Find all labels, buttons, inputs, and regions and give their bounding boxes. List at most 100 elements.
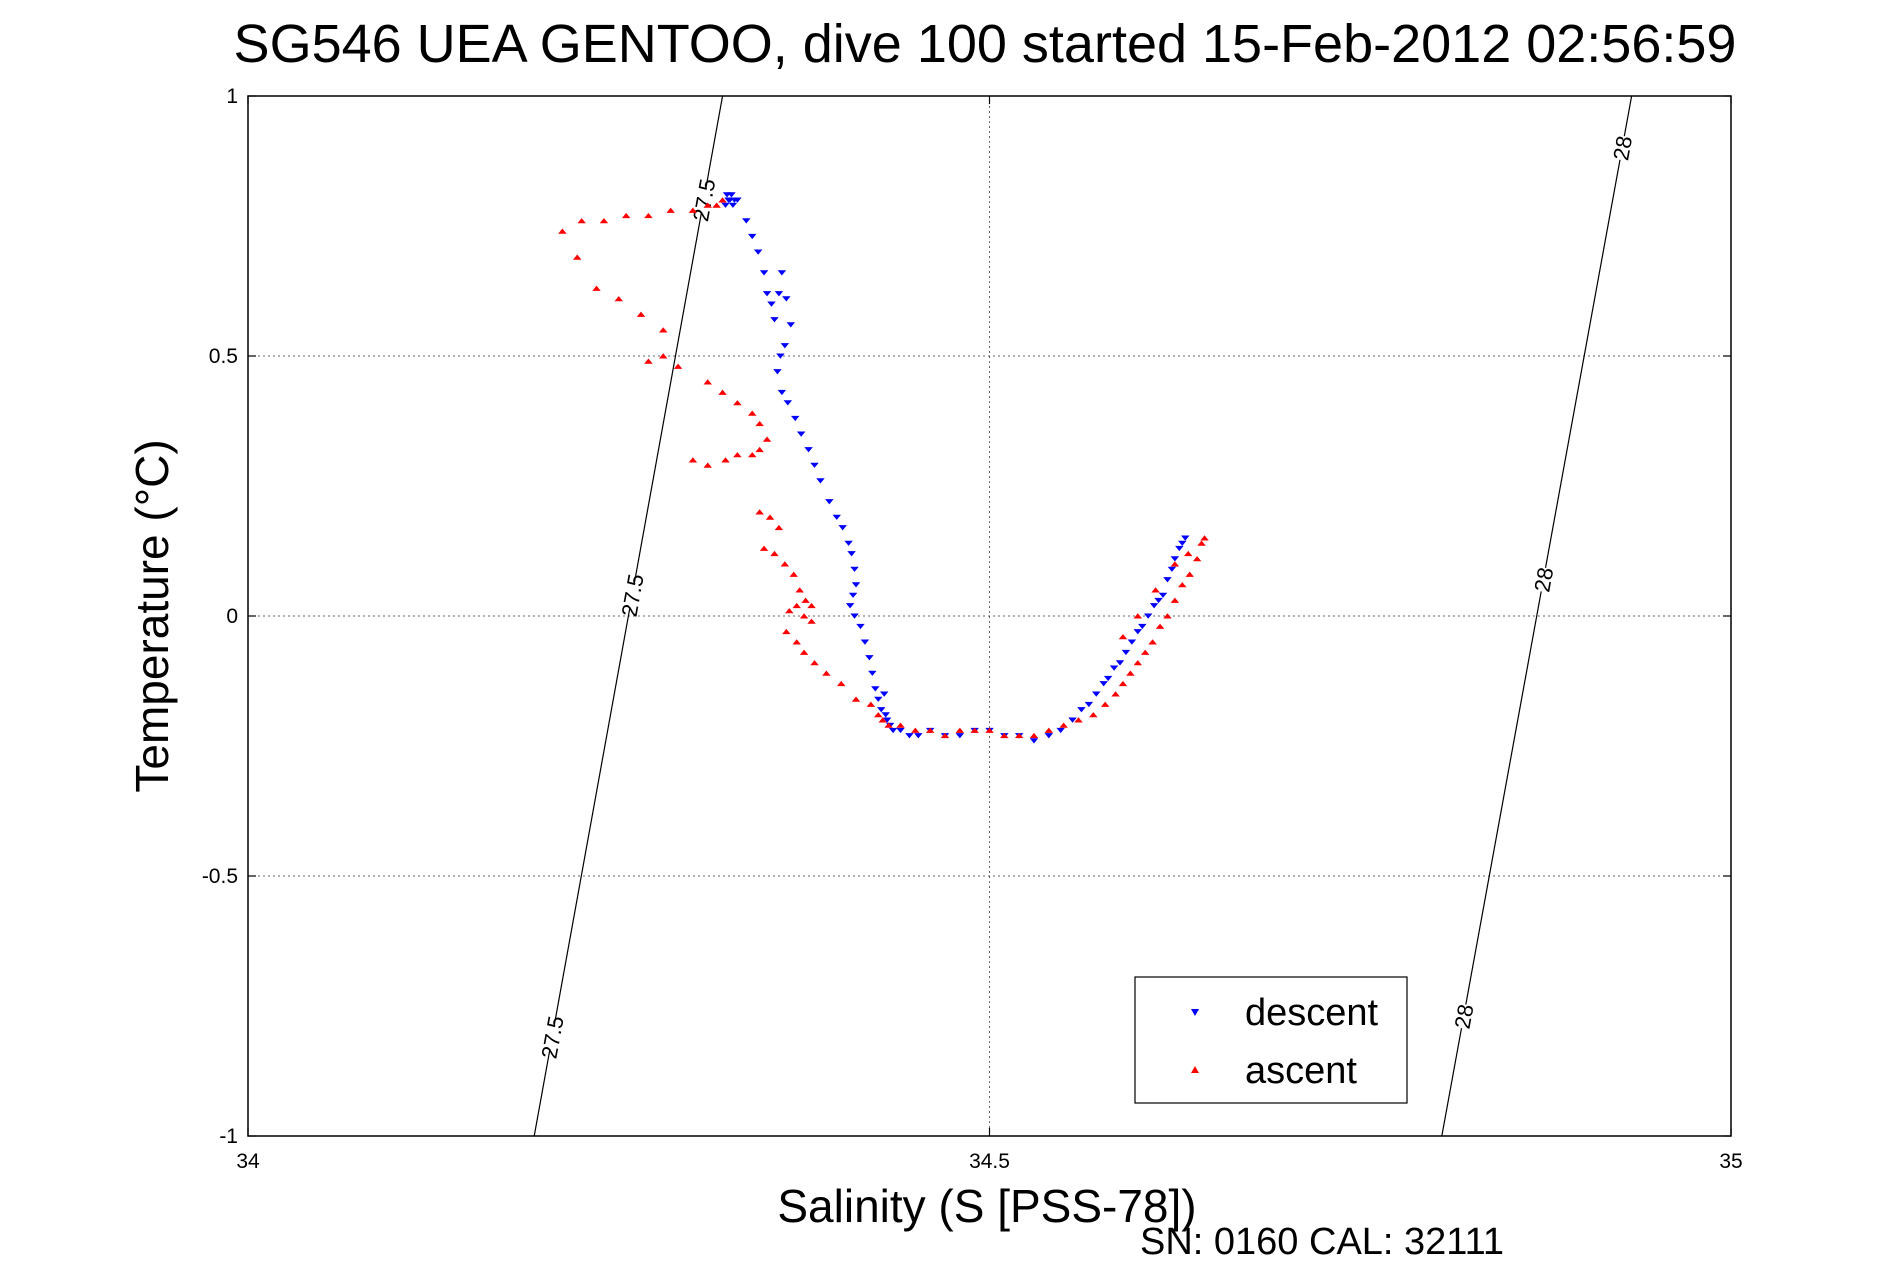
ascent-point: [765, 514, 775, 520]
descent-point: [767, 301, 776, 307]
ascent-point: [955, 727, 965, 733]
descent-point: [874, 696, 883, 702]
descent-point: [848, 592, 858, 598]
ascent-point: [792, 639, 801, 645]
descent-point: [914, 733, 923, 739]
y-tick-label: 0: [226, 605, 238, 628]
density-contour-line: [533, 96, 724, 1136]
legend-box: [1134, 976, 1408, 1104]
descent-point: [1143, 613, 1153, 619]
ascent-point: [1133, 660, 1143, 666]
ascent-point: [1089, 712, 1098, 718]
descent-point: [1154, 597, 1163, 604]
ascent-point: [759, 545, 769, 551]
ascent-point: [1126, 670, 1135, 676]
x-tick-label: 35: [1719, 1150, 1742, 1173]
descent-point: [1149, 603, 1159, 609]
ascent-point: [1170, 597, 1180, 603]
descent-point: [825, 499, 834, 505]
ascent-point: [644, 358, 653, 364]
descent-point: [762, 291, 772, 297]
descent-point: [753, 249, 763, 255]
descent-point: [845, 603, 855, 609]
descent-point: [905, 733, 914, 739]
ascent-point: [1155, 623, 1165, 629]
ascent-point: [1059, 722, 1068, 728]
ascent-point: [659, 327, 668, 333]
ascent-point: [1185, 571, 1194, 577]
descent-point: [1084, 701, 1094, 708]
descent-point: [783, 400, 793, 406]
ascent-point: [1148, 639, 1157, 645]
descent-point: [881, 712, 890, 718]
ascent-point: [770, 550, 779, 557]
descent-point: [790, 415, 800, 422]
contour-label-gap: [676, 183, 732, 217]
ascent-point: [614, 296, 623, 302]
ascent-point: [799, 613, 809, 619]
ascent-point: [1118, 680, 1128, 687]
descent-point: [770, 317, 779, 323]
ascent-point: [851, 696, 861, 702]
ascent-point: [866, 701, 876, 707]
descent-point: [780, 343, 790, 349]
descent-point: [742, 218, 751, 224]
descent-point: [776, 353, 785, 359]
legend-descent-label: descent: [1245, 992, 1379, 1034]
descent-point: [1029, 738, 1039, 744]
ascent-point: [755, 446, 764, 453]
y-axis-label: Temperature (°C): [126, 439, 178, 792]
grid-lines: [248, 96, 1731, 1136]
y-tick-label: 0.5: [209, 345, 238, 368]
ascent-point: [1133, 613, 1143, 619]
descent-point: [838, 525, 847, 531]
ascent-point: [1192, 556, 1202, 562]
ascent-point: [780, 561, 790, 567]
ascent-point: [1029, 732, 1039, 739]
contour-label-gap: [1515, 563, 1572, 597]
ascent-point: [822, 670, 831, 676]
descent-point: [879, 691, 889, 697]
axis-ticks: 34 34.5 35 -1 -0.5 0 0.5 1: [202, 85, 1743, 1173]
descent-point: [727, 192, 736, 198]
descent-point: [1158, 592, 1168, 598]
ascent-point: [1044, 727, 1054, 733]
descent-point: [747, 233, 757, 240]
descent-point: [773, 369, 782, 375]
descent-point: [871, 686, 880, 692]
x-tick-label: 34.5: [969, 1150, 1010, 1173]
descent-point: [888, 727, 898, 734]
descent-point: [1127, 639, 1137, 645]
ascent-point: [774, 524, 784, 531]
ascent-point: [621, 212, 631, 219]
ascent-point: [721, 457, 730, 463]
descent-point: [1115, 660, 1125, 666]
x-tick-label: 34: [236, 1150, 260, 1173]
ascent-point: [785, 608, 794, 614]
ascent-point: [1111, 691, 1120, 697]
density-contours: [533, 96, 1633, 1136]
descent-point: [1138, 623, 1147, 630]
legend-ascent-label: ascent: [1245, 1050, 1357, 1092]
ascent-point: [1183, 550, 1193, 557]
descent-point: [1133, 629, 1143, 635]
ascent-point: [718, 389, 727, 395]
ascent-point: [747, 410, 757, 416]
ascent-point: [896, 722, 905, 728]
ascent-point: [666, 207, 675, 213]
ascent-point: [807, 618, 816, 624]
ascent-point: [644, 212, 653, 219]
ascent-point: [795, 587, 804, 593]
ascent-point: [755, 509, 764, 515]
descent-point: [1103, 675, 1113, 682]
descent-point: [728, 202, 738, 208]
density-contour-label: 28: [1450, 1002, 1479, 1031]
descent-point: [865, 655, 874, 661]
ascent-point: [703, 379, 712, 385]
ascent-point: [673, 363, 683, 369]
ascent-point: [1100, 701, 1110, 707]
descent-point: [816, 478, 825, 484]
descent-point: [777, 389, 787, 396]
